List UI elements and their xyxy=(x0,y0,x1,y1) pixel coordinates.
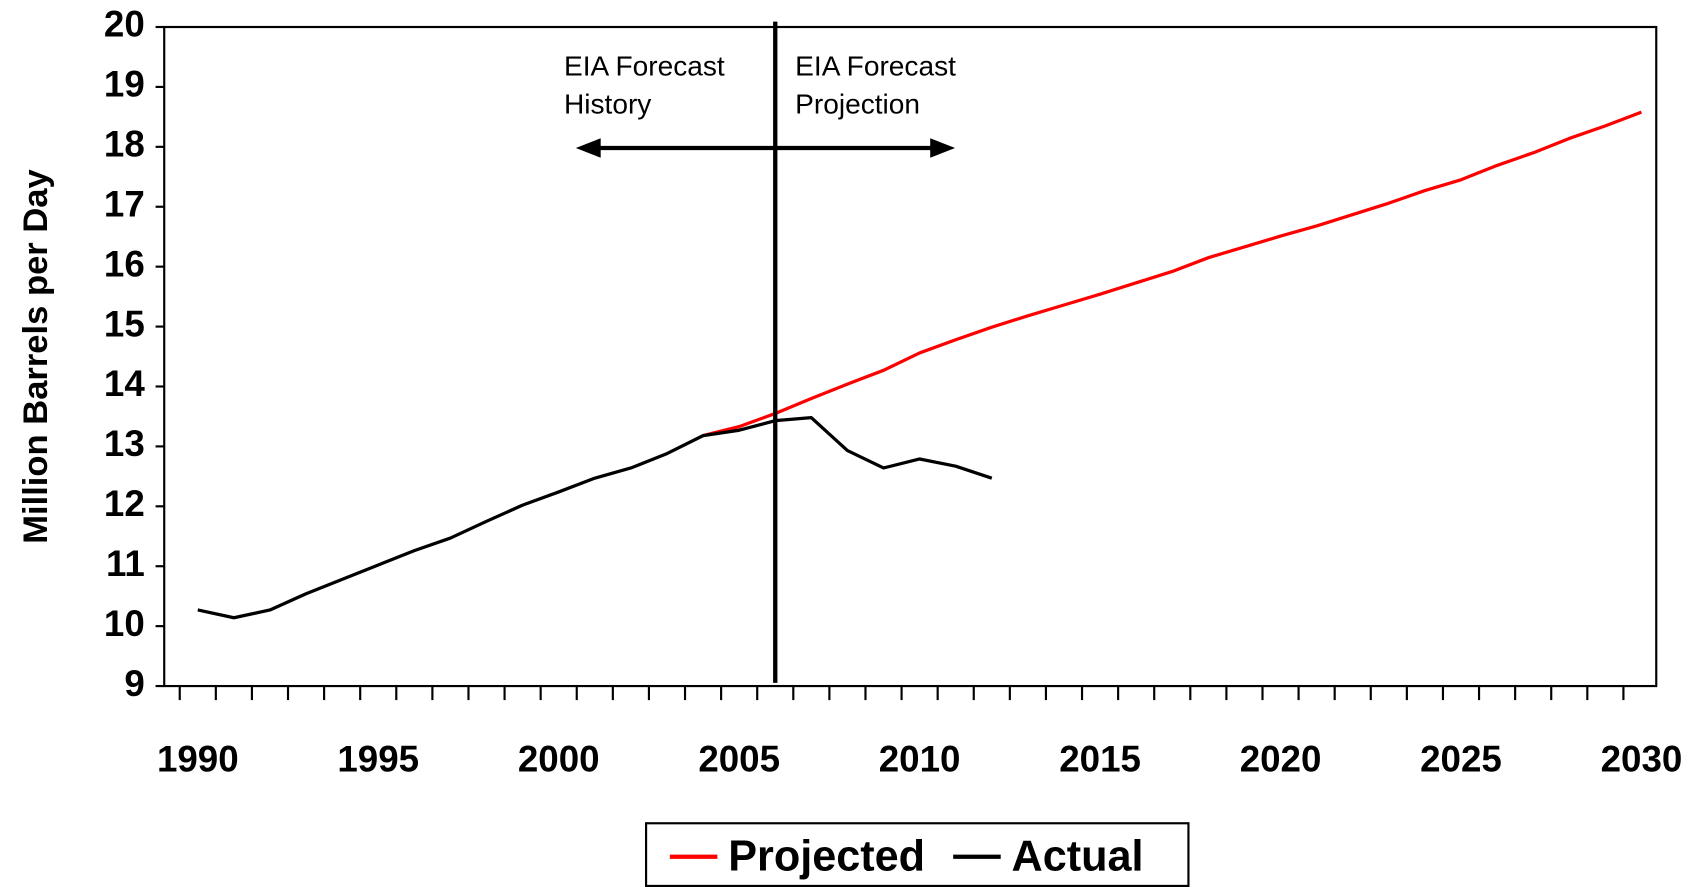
y-axis-label: Million Barrels per Day xyxy=(17,168,55,543)
annotation: History xyxy=(564,88,651,119)
y-tick-label: 9 xyxy=(124,663,144,704)
plot-root: Million Barrels per Day 9 10 11 12 13 14 15 16 1… xyxy=(17,4,1683,887)
x-tick-label: 1990 xyxy=(157,738,239,779)
x-tick-label: 2025 xyxy=(1420,738,1502,779)
legend-label: Actual xyxy=(1012,832,1144,880)
x-tick-label: 2005 xyxy=(698,738,780,779)
series-line xyxy=(197,416,993,620)
y-tick-label: 12 xyxy=(104,483,145,524)
annotation: EIA Forecast xyxy=(795,50,956,81)
series-line xyxy=(702,110,1643,438)
annotation: EIA Forecast xyxy=(564,50,725,81)
y-tick-label: 13 xyxy=(104,423,145,464)
y-tick-label: 17 xyxy=(104,183,145,224)
y-tick-label: 18 xyxy=(104,124,145,165)
y-tick-label: 10 xyxy=(104,603,145,644)
y-tick-label: 16 xyxy=(104,243,145,284)
x-tick-label: 1995 xyxy=(337,738,419,779)
arrow-head xyxy=(575,138,601,158)
y-tick-label: 19 xyxy=(104,64,145,105)
x-tick-label: 2010 xyxy=(879,738,961,779)
arrow-head xyxy=(930,138,956,158)
plot-frame xyxy=(163,25,1658,688)
y-tick-label: 11 xyxy=(106,543,145,584)
y-tick-label: 20 xyxy=(104,4,145,45)
legend-box xyxy=(644,822,1190,887)
x-tick-label: 2000 xyxy=(518,738,600,779)
legend: Projected Actual xyxy=(644,822,1190,887)
legend-label: Projected xyxy=(728,832,925,880)
x-tick-label: 2015 xyxy=(1059,738,1141,779)
y-tick-label: 15 xyxy=(104,303,145,344)
y-tick-label: 14 xyxy=(104,363,145,404)
annotation: Projection xyxy=(795,88,920,119)
x-tick-label: 2030 xyxy=(1601,738,1683,779)
x-tick-label: 2020 xyxy=(1240,738,1322,779)
